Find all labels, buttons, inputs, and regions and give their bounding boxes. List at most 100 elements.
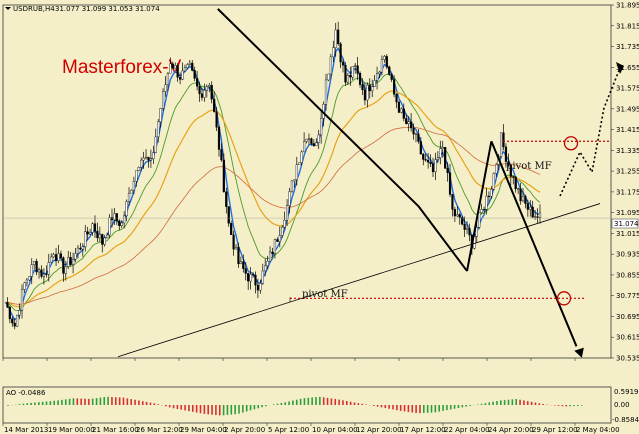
candle-body [271,251,274,254]
candle-body [37,269,41,273]
candle-body [410,121,413,129]
candle-body [264,265,267,272]
candle-body [16,314,19,327]
price-tick-label: 30.775 [616,292,639,300]
candle-body [152,152,155,159]
candle-body [130,189,133,194]
candle-body [217,126,221,150]
candle-body [147,156,150,161]
candle-body [227,206,230,224]
candle-body [368,84,371,92]
price-tick-label: 31.495 [616,105,639,113]
candle-body [465,228,469,230]
candle-body [441,147,444,149]
candle-body [361,84,364,91]
candle-body [339,43,342,63]
candle-body [446,167,449,173]
time-tick-label: 12 Apr 20:00 [356,426,402,434]
candle-body [341,61,345,66]
time-tick-label: 29 Apr 12:00 [532,426,578,434]
candle-body [366,84,369,101]
candle-body [281,226,284,236]
candle-body [276,239,279,242]
candle-body [436,157,439,160]
trend-line-1 [217,8,420,207]
candle-body [123,215,126,224]
price-tick-label: 31.175 [616,188,639,196]
price-tick-label: 30.935 [616,251,639,259]
candle-body [524,196,527,204]
candle-body [132,180,135,191]
candle-body [514,176,517,190]
candle-body [110,217,114,221]
trend-line-3 [466,141,493,272]
candle-body [499,132,503,157]
ma-long-line [4,126,541,305]
candle-body [463,224,466,230]
candle-body [526,203,529,210]
candle-body [64,266,67,274]
candle-body [101,234,104,245]
candle-body [453,209,456,217]
candle-body [159,108,162,123]
time-tick-label: 2 Apr 20:00 [224,426,265,434]
time-tick-label: 22 Apr 04:00 [444,426,490,434]
support-line [117,203,601,358]
candle-body [234,246,238,250]
candle-body [461,217,464,225]
candle-body [67,257,70,267]
pivot-circle-lower [556,291,572,306]
candle-body [183,67,187,72]
candle-body [307,138,311,140]
candle-body [242,261,245,269]
candle-body [96,230,99,239]
candle-body [417,133,420,142]
current-price-tag [611,218,639,229]
time-tick-label: 29 Mar 04:00 [180,426,227,434]
candle-body [50,256,53,263]
pivot-label-lower: pivot MF [302,289,348,300]
candle-body [383,56,386,60]
candle-body [531,206,534,218]
candle-body [298,162,301,165]
time-tick-label: 26 Mar 12:00 [136,426,183,434]
candle-body [113,213,116,221]
candle-body [205,86,208,91]
candles [6,21,542,330]
candle-body [266,260,269,267]
candle-body [191,62,194,71]
candle-body [504,146,508,162]
candle-body [47,262,50,275]
candle-body [478,212,481,228]
candle-body [210,85,213,100]
candle-body [84,231,87,247]
candle-body [193,70,196,79]
candle-body [196,78,199,87]
candle-body [293,179,296,182]
candle-body [519,188,522,202]
candle-body [424,159,427,161]
candle-body [259,283,262,291]
candle-body [312,143,315,147]
time-tick-label: 14 Mar 2013 [4,426,48,434]
price-tick-label: 31.735 [616,43,639,51]
drawn-objects [3,8,624,358]
candle-body [534,216,537,218]
candle-body [412,127,415,135]
symbol-dropdown-icon[interactable] [5,7,11,10]
candle-body [57,253,60,261]
candle-body [456,214,459,217]
candle-body [127,192,131,202]
candle-body [512,176,515,178]
price-tick-label: 30.535 [616,355,639,363]
candle-body [108,217,111,236]
candle-body [54,254,58,261]
symbol-label: USDRUB,H4 [13,5,55,13]
candle-body [25,279,28,284]
candle-body [164,84,167,92]
price-tick-label: 30.855 [616,271,639,279]
candle-body [295,164,298,180]
candle-body [140,159,143,168]
